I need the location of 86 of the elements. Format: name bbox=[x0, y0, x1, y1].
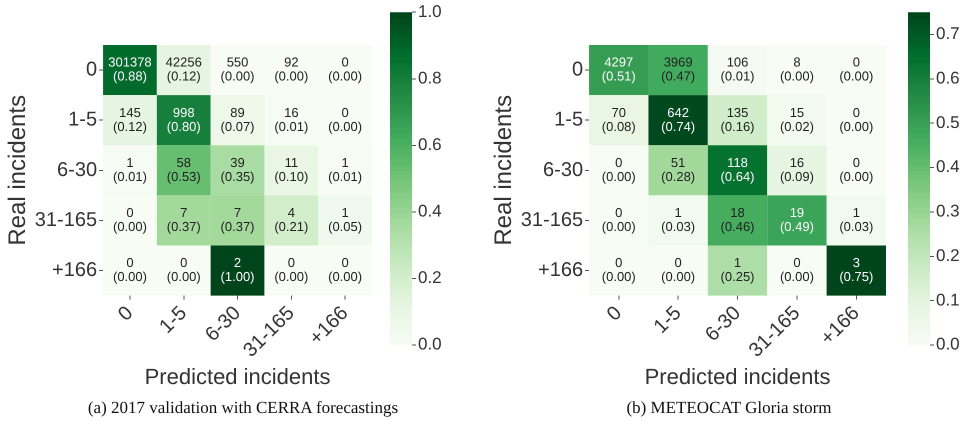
data-label: 0 (0.00) bbox=[328, 104, 362, 134]
x-axis-title: Predicted incidents bbox=[144, 364, 330, 389]
y-tick-label: 0 bbox=[86, 58, 98, 81]
color-bar-label: 0.4 bbox=[418, 202, 442, 221]
data-label: 550 (0.00) bbox=[220, 54, 255, 84]
data-label: 0 (0.00) bbox=[602, 154, 636, 184]
data-label: 0 (0.00) bbox=[328, 255, 362, 284]
data-label: 8 (0.00) bbox=[780, 54, 814, 84]
y-tick-label: 1-5 bbox=[554, 108, 584, 131]
data-label: 3 (0.75) bbox=[839, 255, 874, 284]
data-label: 51 (0.28) bbox=[661, 154, 696, 184]
data-label: 7 (0.37) bbox=[166, 204, 201, 234]
data-label: 1 (0.03) bbox=[839, 204, 874, 234]
color-bar-label: 0.2 bbox=[936, 246, 960, 265]
data-label: 0 (0.00) bbox=[780, 255, 814, 284]
x-axis-title: Predicted incidents bbox=[644, 364, 830, 389]
data-label: 1 (0.01) bbox=[328, 154, 362, 184]
data-label: 4 (0.21) bbox=[274, 204, 308, 234]
data-label: 58 (0.53) bbox=[166, 154, 201, 184]
color-bar-label: 0.4 bbox=[936, 157, 960, 176]
data-label: 0 (0.00) bbox=[328, 54, 362, 84]
data-label: 0 (0.00) bbox=[112, 255, 147, 284]
color-bar-label: 0.8 bbox=[418, 68, 442, 88]
color-bar-label: 0.2 bbox=[418, 268, 442, 288]
color-bar-label: 0.6 bbox=[936, 68, 960, 88]
color-bar-label: 1.0 bbox=[418, 2, 442, 21]
data-label: 0 (0.00) bbox=[839, 54, 874, 84]
y-tick-label: 6-30 bbox=[57, 158, 98, 181]
data-label: 11 (0.10) bbox=[274, 154, 308, 184]
color-bar-label: 0.1 bbox=[936, 290, 960, 310]
data-label: 42256 (0.12) bbox=[166, 54, 202, 84]
data-label: 0 (0.00) bbox=[166, 255, 201, 284]
data-label: 642 (0.74) bbox=[661, 104, 696, 134]
text: (a) 2017 validation with CERRA forecastings bbox=[86, 398, 400, 418]
color-bar-label: 0.7 bbox=[936, 24, 960, 44]
data-label: 89 (0.07) bbox=[220, 104, 255, 134]
y-tick-label: 6-30 bbox=[543, 158, 584, 181]
y-tick-label: +166 bbox=[538, 259, 584, 282]
data-label: 1 (0.03) bbox=[661, 204, 696, 234]
data-label: 1 (0.01) bbox=[112, 154, 147, 184]
data-label: 1 (0.25) bbox=[720, 255, 755, 284]
data-label: 4297 (0.51) bbox=[602, 54, 636, 84]
color-bar-label: 0.0 bbox=[418, 334, 442, 354]
data-label: 18 (0.46) bbox=[720, 204, 755, 234]
y-axis-title: Real incidents bbox=[4, 94, 32, 246]
data-label: 106 (0.01) bbox=[720, 54, 755, 84]
data-label: 16 (0.09) bbox=[780, 154, 814, 184]
y-axis-title: Real incidents bbox=[490, 94, 518, 246]
data-label: 0 (0.00) bbox=[839, 104, 874, 134]
data-label: 0 (0.00) bbox=[112, 204, 147, 234]
color-bar-label: 0.5 bbox=[936, 112, 960, 132]
y-tick-label: 31-165 bbox=[520, 208, 584, 231]
data-label: 39 (0.35) bbox=[220, 154, 255, 184]
data-label: 3969 (0.47) bbox=[661, 54, 696, 84]
data-label: 7 (0.37) bbox=[220, 204, 255, 234]
x-tick-label: 1-5 bbox=[155, 302, 192, 338]
data-label: 16 (0.01) bbox=[274, 104, 308, 134]
data-label: 19 (0.49) bbox=[780, 204, 814, 234]
data-label: 118 (0.64) bbox=[720, 154, 755, 184]
data-label: 15 (0.02) bbox=[780, 104, 814, 134]
x-tick-label: 1-5 bbox=[650, 302, 686, 338]
color-bar-label: 0.0 bbox=[936, 334, 960, 354]
y-tick-label: +166 bbox=[52, 259, 98, 282]
y-tick-label: 1-5 bbox=[68, 108, 98, 131]
color-bar-label: 0.3 bbox=[936, 202, 960, 221]
x-tick-label: 6-30 bbox=[701, 302, 745, 346]
x-tick-label: 6-30 bbox=[201, 302, 245, 346]
data-label: 0 (0.00) bbox=[661, 255, 696, 284]
data-label: 0 (0.00) bbox=[602, 255, 636, 284]
x-tick-label: 0 bbox=[114, 302, 138, 326]
data-label: 135 (0.16) bbox=[720, 104, 755, 134]
data-label: 301378 (0.88) bbox=[108, 54, 152, 84]
data-label: 2 (1.00) bbox=[220, 255, 255, 284]
data-label: 998 (0.80) bbox=[166, 104, 201, 134]
text: (b) METEOCAT Gloria storm bbox=[625, 398, 833, 418]
y-tick-label: 0 bbox=[572, 58, 584, 81]
data-label: 92 (0.00) bbox=[274, 54, 308, 84]
x-tick-label: 0 bbox=[602, 302, 626, 326]
y-tick-label: 31-165 bbox=[34, 208, 98, 231]
data-label: 145 (0.12) bbox=[112, 104, 147, 134]
data-label: 70 (0.08) bbox=[602, 104, 636, 134]
data-label: 0 (0.00) bbox=[602, 204, 636, 234]
data-label: 1 (0.05) bbox=[328, 204, 362, 234]
data-label: 0 (0.00) bbox=[274, 255, 308, 284]
color-bar-label: 0.6 bbox=[418, 135, 442, 154]
data-label: 0 (0.00) bbox=[839, 154, 874, 184]
